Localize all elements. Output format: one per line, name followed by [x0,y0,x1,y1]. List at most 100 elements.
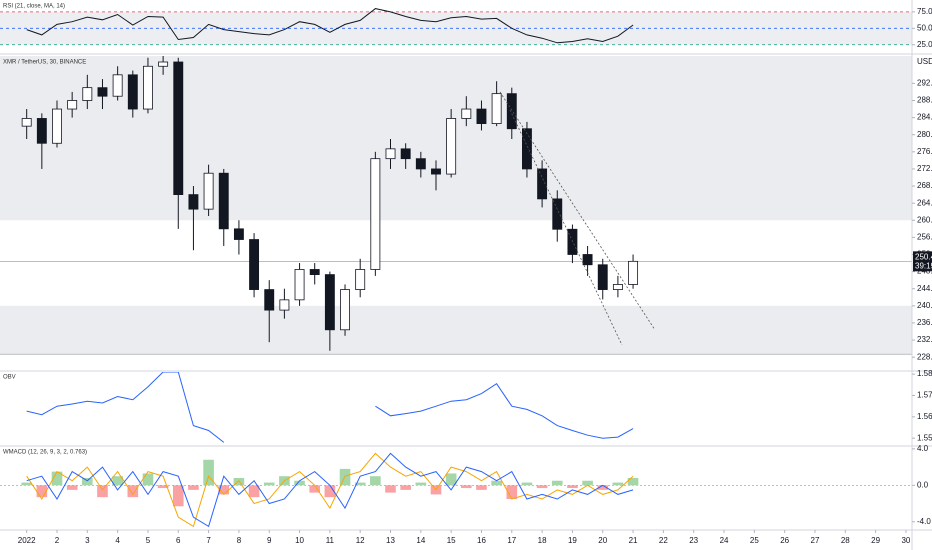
candle-body [203,172,214,210]
pane-title: OBV [3,375,16,381]
candle-body [461,108,472,119]
candle-body [628,260,639,285]
series-line [26,8,634,44]
histogram-bar [324,485,336,498]
x-tick-label: 17 [507,536,516,545]
histogram-bar [627,478,639,486]
histogram-bar [521,482,533,486]
y-tick-label: 260.0 [917,215,932,224]
y-tick-label: 1.56M [917,412,932,421]
y-tick-label: 268.0 [917,181,932,190]
trend-line [499,91,656,331]
histogram-bar [66,485,78,490]
candle-body [143,65,153,110]
candle-body [233,228,244,240]
oscillator-pane [0,452,912,528]
x-tick-label: 21 [629,536,638,545]
histogram-bar [476,485,487,490]
candle-body [415,158,426,170]
histogram-bar [51,471,63,486]
histogram-bar [597,485,609,490]
histogram-bar [415,482,427,486]
x-tick-label: 10 [295,536,304,545]
histogram-bar [461,485,472,489]
x-tick-label: 8 [237,536,242,545]
y-tick-label: 288.0 [917,96,932,105]
y-tick-label: -4.0 [917,517,931,526]
y-tick-label: 264.0 [917,198,932,207]
y-tick-label: 292.0 [917,78,932,87]
histogram-bar [400,485,411,490]
histogram-bar [567,485,578,489]
candle-body [612,284,623,290]
y-tick-label: 228.0 [917,352,932,361]
candle-body [279,299,290,311]
candle-body [582,254,593,266]
histogram-bar [97,485,108,498]
histogram-bar [82,478,93,486]
y-tick-label: 1.58M [917,369,932,378]
y-tick-label: 280.0 [917,130,932,139]
candle-body [127,74,138,110]
price-pane [0,56,912,355]
pane-title: XMR / TetherUS, 30, BINANCE [3,60,86,66]
y-tick-label: 240.0 [917,301,932,310]
histogram-bar [385,485,396,493]
histogram-bar [248,485,260,498]
series-line [26,372,225,443]
x-tick-label: 6 [176,536,181,545]
pane-title: RSI (21, close, MA, 14) [3,4,65,10]
histogram-bar [21,482,32,486]
y-tick-label: 25.00 [917,40,932,49]
y-tick-label: 284.0 [917,113,932,122]
histogram-bar [294,480,305,486]
x-tick-label: 2022 [18,536,36,545]
y-tick-label: 0.0 [917,480,929,489]
candle-body [218,172,229,230]
histogram-bar [263,482,275,486]
price-zone [0,305,912,355]
histogram-bar [309,485,321,493]
y-tick-label: 1.55M [917,433,932,442]
x-tick-label: 7 [206,536,211,545]
last-price-box [913,251,932,272]
histogram-bar [203,459,214,486]
x-tick-label: 5 [146,536,151,545]
x-tick-label: 9 [267,536,272,545]
x-tick-label: 29 [871,536,880,545]
x-tick-label: 23 [689,536,698,545]
x-tick-label: 16 [477,536,486,545]
x-tick-label: 24 [720,536,729,545]
y-tick-label: 75.00 [917,7,932,16]
x-tick-label: 12 [356,536,365,545]
x-tick-label: 20 [598,536,607,545]
x-tick-label: 22 [659,536,668,545]
x-tick-label: 19 [568,536,577,545]
candle-body [158,61,169,67]
candle-body [476,108,487,124]
candle-body [552,198,563,230]
pane-title: WMACD (12, 26, 9, 3, 2, 0.763) [3,450,87,456]
candle-body [597,264,608,290]
x-tick-label: 28 [841,536,850,545]
y-tick-label: 1.57M [917,391,932,400]
candle-body [309,269,320,276]
candle-body [324,274,335,331]
y-tick-label: 236.0 [917,318,932,327]
x-tick-label: 3 [85,536,90,545]
x-tick-label: 14 [416,536,425,545]
x-tick-label: 11 [326,536,335,545]
histogram-bar [370,476,381,486]
candle-body [385,148,396,160]
x-tick-label: 13 [386,536,395,545]
x-tick-label: 27 [811,536,820,545]
histogram-bar [112,476,123,486]
candle-body [97,87,108,97]
histogram-bar [218,485,230,495]
candle-body [370,158,381,270]
candle-body [112,74,123,97]
series-line [375,383,634,439]
y-tick-label: 272.0 [917,164,932,173]
countdown-label: 39:19 [915,261,932,270]
